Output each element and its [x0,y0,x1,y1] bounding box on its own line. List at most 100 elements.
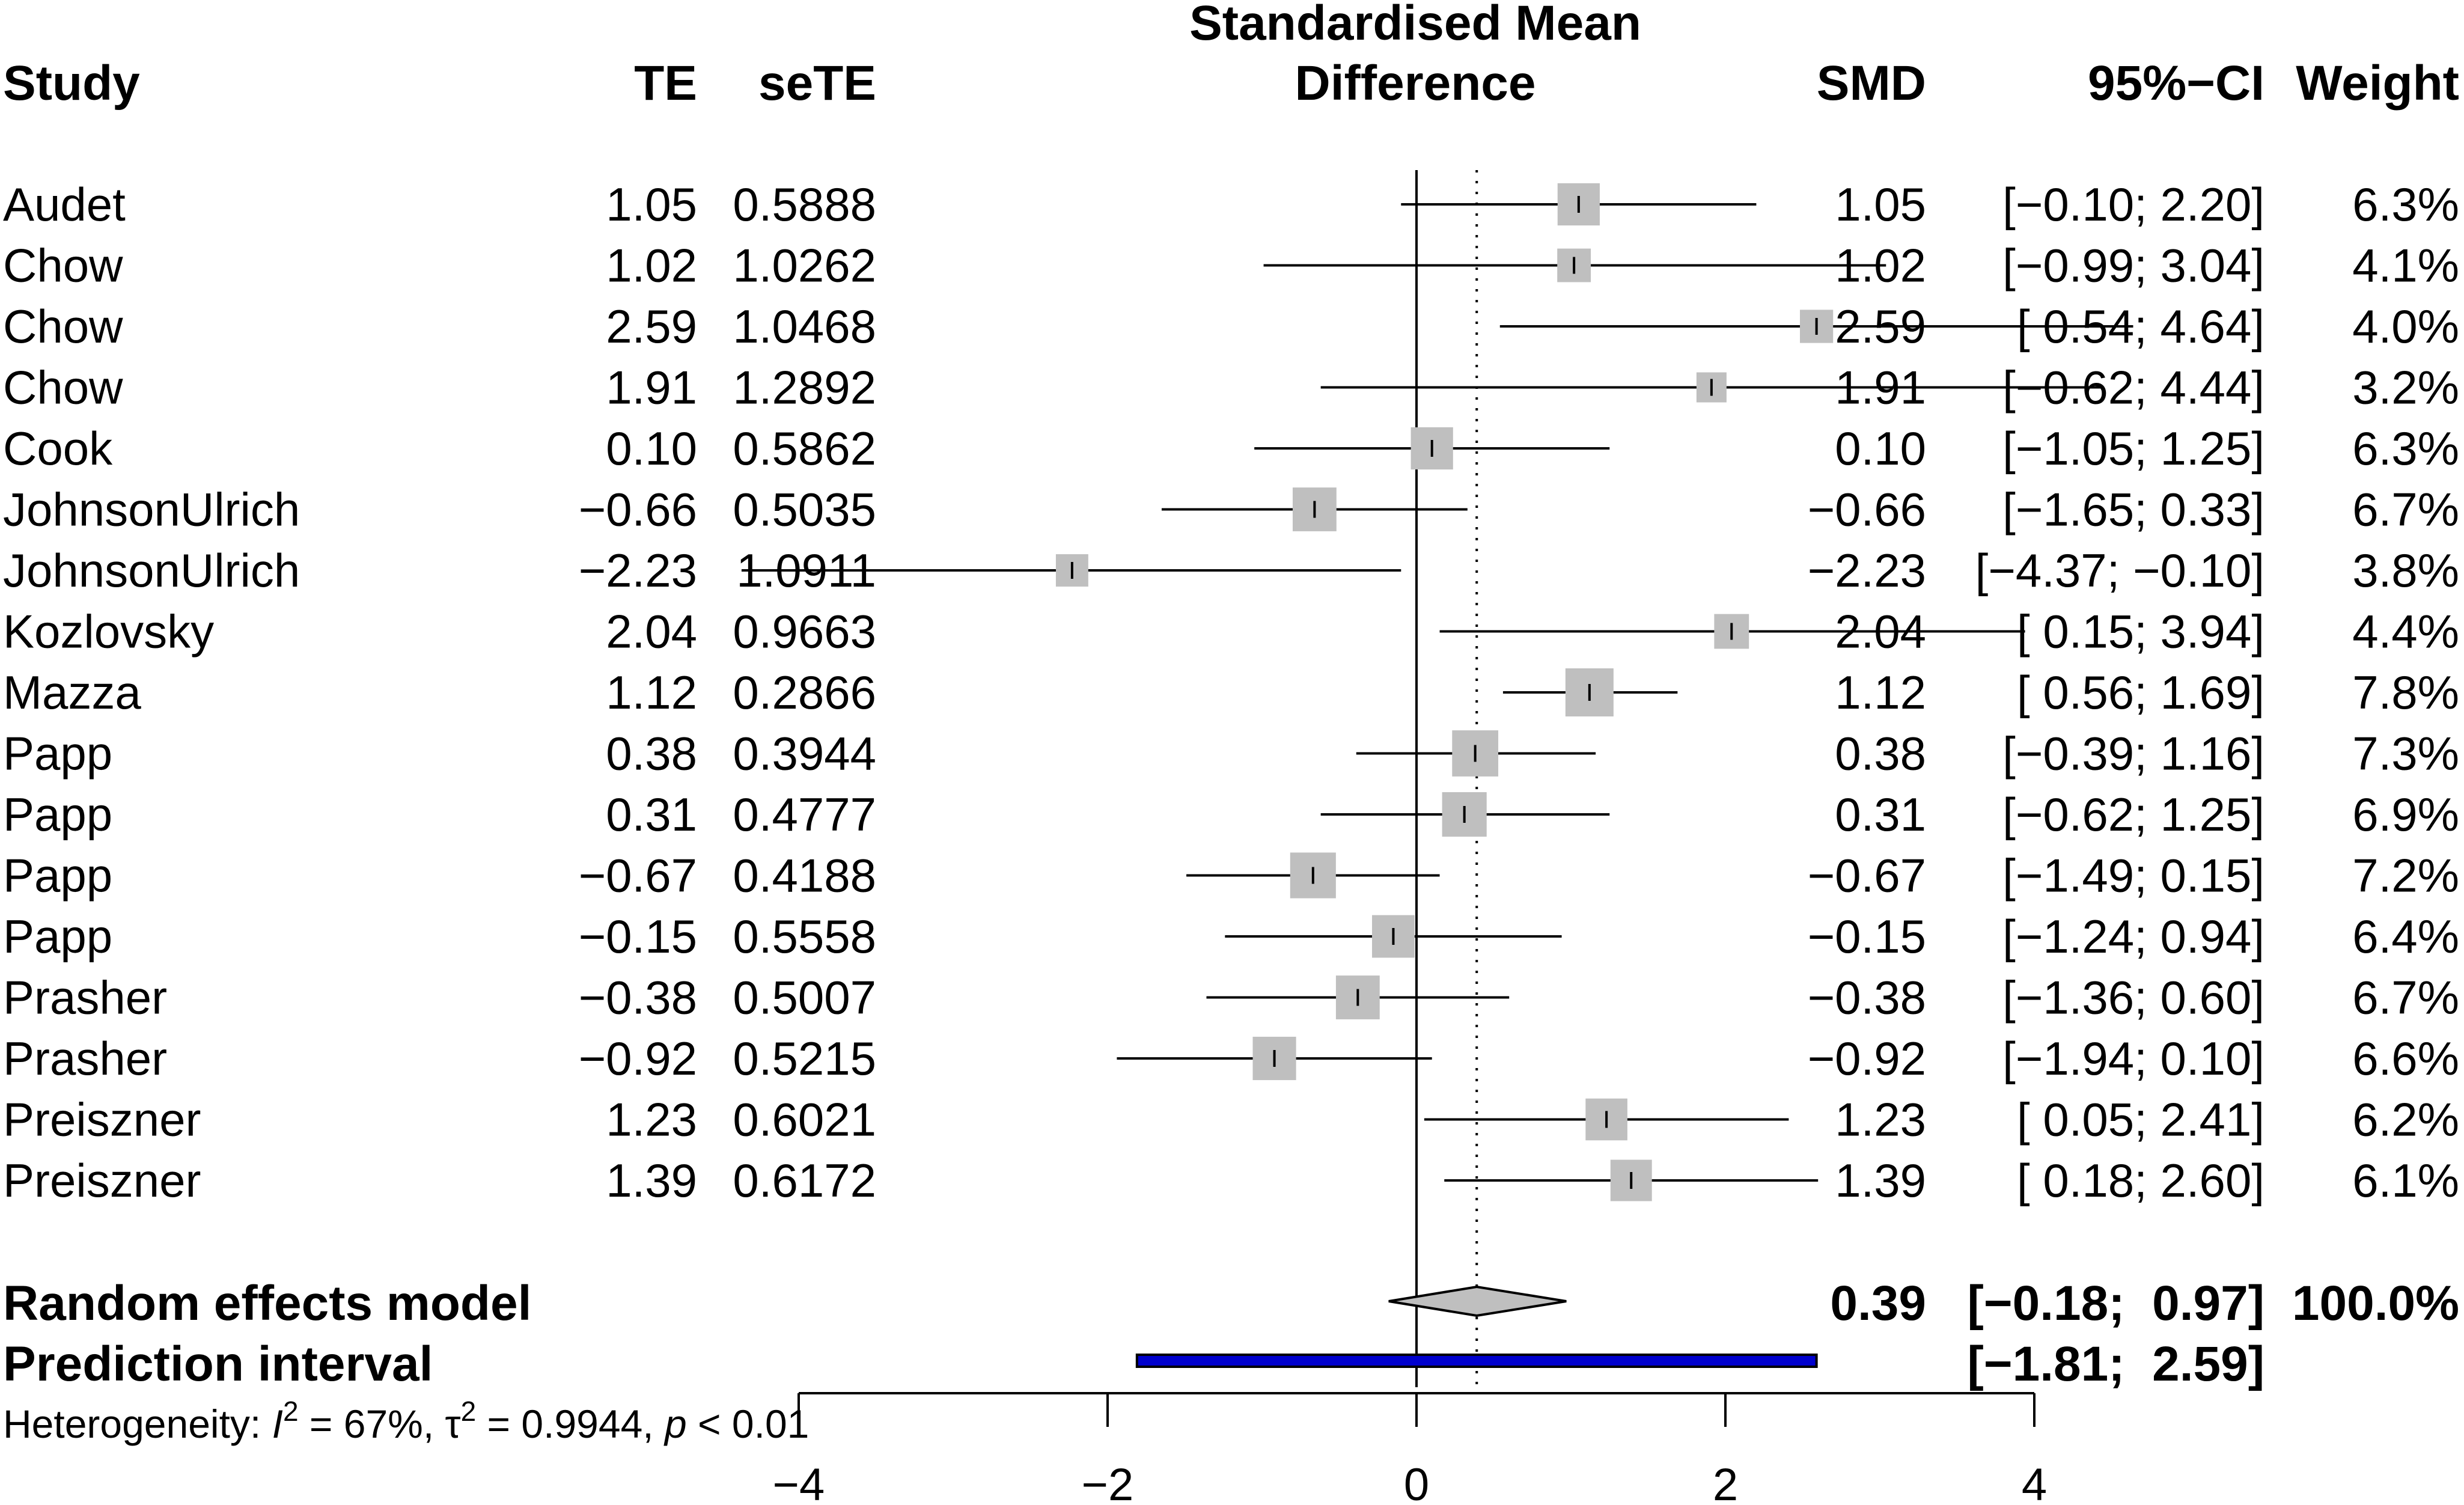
study-sete: 1.0468 [733,300,876,353]
het-i-sup: 2 [283,1396,299,1427]
study-te: 1.05 [606,178,697,231]
study-row: JohnsonUlrich −2.23 1.0911 −2.23 [−4.37; −0.… [3,544,2459,597]
study-row: Cook 0.10 0.5862 0.10 [−1.05; 1.25] 6.3% [3,422,2459,475]
x-axis-tick-label: 4 [2022,1459,2047,1505]
study-smd: −0.92 [1808,1032,1926,1085]
study-row: Audet 1.05 0.5888 1.05 [−0.10; 2.20] 6.3% [3,178,2459,231]
study-sete: 0.5888 [733,178,876,231]
study-te: −0.15 [579,910,697,963]
study-row: Papp −0.67 0.4188 −0.67 [−1.49; 0.15] 7.2% [3,849,2459,902]
x-axis-tick-label: −4 [773,1459,825,1505]
x-axis-tick-label: 2 [1713,1459,1738,1505]
study-row: Preiszner 1.23 0.6021 1.23 [ 0.05; 2.41] 6.2% [3,1093,2459,1146]
study-name: Audet [3,178,126,231]
study-name: Chow [3,361,123,414]
study-row: Chow 1.91 1.2892 1.91 [−0.62; 4.44] 3.2% [3,361,2459,414]
study-sete: 0.5035 [733,483,876,536]
het-i-symbol: I [272,1402,283,1446]
study-weight: 4.0% [2352,300,2459,353]
study-te: 1.02 [606,239,697,292]
study-ci: [−0.39; 1.16] [2002,727,2264,780]
study-sete: 0.5007 [733,971,876,1024]
study-weight: 6.2% [2352,1093,2459,1146]
study-ci: [−1.36; 0.60] [2002,971,2264,1024]
study-smd: −2.23 [1808,544,1926,597]
random-effects-weight: 100.0% [2292,1276,2459,1331]
study-smd: −0.66 [1808,483,1926,536]
x-axis-tick-label: 0 [1404,1459,1429,1505]
header-study: Study [3,56,140,111]
het-p-symbol: p [663,1402,687,1446]
study-te: −0.67 [579,849,697,902]
x-axis-tick-label: −2 [1082,1459,1134,1505]
study-sete: 0.5215 [733,1032,876,1085]
study-sete: 0.5558 [733,910,876,963]
study-weight: 6.7% [2352,971,2459,1024]
study-row: Papp −0.15 0.5558 −0.15 [−1.24; 0.94] 6.4% [3,910,2459,963]
study-weight: 4.4% [2352,605,2459,658]
study-name: Prasher [3,971,167,1024]
header-title-line1: Standardised Mean [1189,0,1641,50]
study-name: Papp [3,910,112,963]
study-ci: [ 0.15; 3.94] [2017,605,2264,658]
study-sete: 0.6021 [733,1093,876,1146]
study-name: Chow [3,300,123,353]
study-ci: [−1.05; 1.25] [2002,422,2264,475]
study-weight: 7.2% [2352,849,2459,902]
study-weight: 7.8% [2352,666,2459,719]
random-effects-smd: 0.39 [1830,1276,1926,1331]
header-ci: 95%−CI [2088,56,2264,111]
het-tau-symbol: τ [445,1402,461,1446]
study-weight: 3.8% [2352,544,2459,597]
study-name: Prasher [3,1032,167,1085]
study-ci: [−0.99; 3.04] [2002,239,2264,292]
prediction-interval-label: Prediction interval [3,1337,433,1391]
study-te: 1.91 [606,361,697,414]
study-ci: [−1.94; 0.10] [2002,1032,2264,1085]
study-smd: 1.23 [1835,1093,1926,1146]
study-sete: 0.2866 [733,666,876,719]
study-smd: −0.15 [1808,910,1926,963]
study-weight: 6.1% [2352,1154,2459,1207]
study-smd: −0.67 [1808,849,1926,902]
study-sete: 1.0262 [733,239,876,292]
study-name: JohnsonUlrich [3,544,300,597]
het-p-value: < 0.01 [687,1402,810,1446]
study-sete: 1.2892 [733,361,876,414]
study-ci: [−1.49; 0.15] [2002,849,2264,902]
study-smd: 1.12 [1835,666,1926,719]
study-weight: 7.3% [2352,727,2459,780]
study-ci: [−4.37; −0.10] [1975,544,2264,597]
study-te: 0.31 [606,788,697,841]
study-sete: 0.3944 [733,727,876,780]
study-weight: 6.4% [2352,910,2459,963]
study-row: Kozlovsky 2.04 0.9663 2.04[ 0.15; 3.94] 4.4% [3,605,2459,658]
study-weight: 6.9% [2352,788,2459,841]
study-name: Chow [3,239,123,292]
study-te: −0.66 [579,483,697,536]
prediction-interval-ci: [−1.81; 2.59] [1967,1337,2264,1391]
study-weight: 6.3% [2352,422,2459,475]
study-ci: [−1.24; 0.94] [2002,910,2264,963]
study-te: 2.04 [606,605,697,658]
study-weight: 3.2% [2352,361,2459,414]
study-te: 1.39 [606,1154,697,1207]
study-name: JohnsonUlrich [3,483,300,536]
study-smd: 0.31 [1835,788,1926,841]
study-smd: 1.39 [1835,1154,1926,1207]
study-te: 0.10 [606,422,697,475]
study-ci: [ 0.56; 1.69] [2017,666,2264,719]
study-row: Chow 2.59 1.0468 2.59[ 0.54; 4.64] 4.0% [3,300,2459,353]
study-te: −2.23 [579,544,697,597]
study-smd: 1.05 [1835,178,1926,231]
study-te: 1.23 [606,1093,697,1146]
het-tau2-value: = 0.9944, [476,1402,665,1446]
study-name: Kozlovsky [3,605,214,658]
study-te: −0.92 [579,1032,697,1085]
study-name: Papp [3,849,112,902]
x-axis: −4 −2 0 2 4 [773,1392,2047,1505]
study-smd: 0.38 [1835,727,1926,780]
study-te: 1.12 [606,666,697,719]
study-ci: [−0.62; 1.25] [2002,788,2264,841]
